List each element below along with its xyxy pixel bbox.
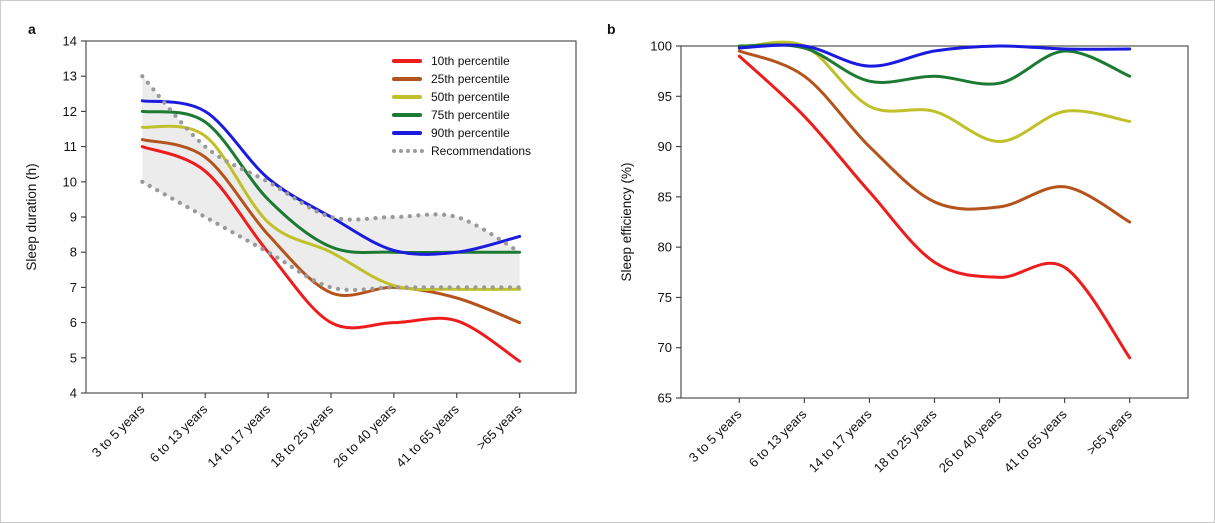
sleep-duration-chart: 4 5 6 7 8 9 10 11 12 13 14 3 to 5 years 6 to 13 year…: [24, 34, 577, 470]
x-axis-tick-label: >65 years: [1084, 406, 1136, 458]
series-line-10th-percentile: [737, 54, 1132, 360]
legend-item: 10th percentile: [392, 52, 531, 70]
series-line-25th-percentile: [140, 138, 522, 325]
x-axis-tick-label: 18 to 25 years: [871, 406, 940, 475]
series-line-25th-percentile: [737, 49, 1132, 224]
legend-label: 75th percentile: [431, 108, 510, 122]
y-axis-tick-label: 12: [63, 104, 77, 119]
y-axis-tick-label: 13: [63, 69, 77, 84]
y-axis-tick-label: 65: [658, 391, 672, 406]
y-axis-tick-label: 85: [658, 189, 672, 204]
legend-label: 25th percentile: [431, 72, 510, 86]
x-axis-tick-label: 14 to 17 years: [806, 406, 875, 475]
y-axis-title: Sleep efficiency (%): [619, 162, 634, 281]
line-swatch: [392, 77, 422, 81]
panel-b-label: b: [607, 21, 616, 37]
plot-frame: [680, 45, 1189, 399]
recommendations-dotted-line: [140, 74, 522, 255]
line-swatch: [392, 113, 422, 117]
y-axis-tick-label: 14: [63, 34, 77, 49]
y-axis-tick-label: 100: [650, 39, 672, 54]
legend-item: 25th percentile: [392, 70, 531, 88]
y-axis-tick-label: 9: [70, 210, 77, 225]
line-swatch: [392, 59, 422, 63]
y-axis-tick-label: 5: [70, 350, 77, 365]
x-axis-tick-label: 41 to 65 years: [1001, 406, 1070, 475]
line-swatch: [392, 95, 422, 99]
dotted-line-swatch: [392, 149, 424, 153]
sleep-efficiency-chart: 65 70 75 80 85 90 95 100 3 to 5 years 6 to 13 yea…: [619, 39, 1189, 475]
y-axis-tick-label: 7: [70, 280, 77, 295]
y-axis-tick-label: 90: [658, 139, 672, 154]
x-axis-tick-label: >65 years: [474, 401, 526, 453]
y-axis-tick-label: 11: [64, 139, 78, 154]
legend-label: 50th percentile: [431, 90, 510, 104]
y-axis-tick-label: 95: [658, 89, 672, 104]
series-line-75th-percentile: [737, 43, 1132, 86]
x-axis-tick-label: 3 to 5 years: [686, 406, 745, 465]
legend-label: 10th percentile: [431, 54, 510, 68]
series-line-90th-percentile: [737, 43, 1132, 68]
x-axis-tick-label: 18 to 25 years: [267, 401, 336, 470]
series-line-10th-percentile: [140, 145, 522, 363]
legend-label: 90th percentile: [431, 126, 510, 140]
y-axis-tick-label: 8: [70, 245, 77, 260]
y-axis-tick-label: 10: [63, 174, 77, 189]
line-swatch: [392, 131, 422, 135]
series-line-50th-percentile: [140, 124, 522, 291]
x-axis-tick-label: 6 to 13 years: [147, 401, 211, 465]
recommendations-dotted-line: [140, 179, 522, 293]
y-axis-tick-label: 6: [70, 315, 77, 330]
legend-item: Recommendations: [392, 142, 531, 160]
x-axis-tick-label: 6 to 13 years: [746, 406, 810, 470]
y-axis-tick-label: 80: [658, 240, 672, 255]
x-axis-tick-label: 41 to 65 years: [393, 401, 462, 470]
legend-item: 50th percentile: [392, 88, 531, 106]
y-axis-tick-label: 4: [70, 386, 77, 401]
x-axis-tick-label: 26 to 40 years: [936, 406, 1005, 475]
legend-label: Recommendations: [431, 144, 532, 158]
legend-item: 90th percentile: [392, 124, 531, 142]
x-axis-tick-label: 14 to 17 years: [204, 401, 273, 470]
x-axis-tick-label: 3 to 5 years: [89, 401, 148, 460]
panel-a-label: a: [28, 21, 36, 37]
y-axis-tick-label: 70: [658, 340, 672, 355]
y-axis-tick-label: 75: [658, 290, 672, 305]
recommendations-band: [142, 76, 520, 291]
y-axis-title: Sleep duration (h): [24, 163, 39, 270]
x-axis-tick-label: 26 to 40 years: [330, 401, 399, 470]
legend: 10th percentile 25th percentile 50th perce…: [392, 52, 531, 160]
legend-item: 75th percentile: [392, 106, 531, 124]
